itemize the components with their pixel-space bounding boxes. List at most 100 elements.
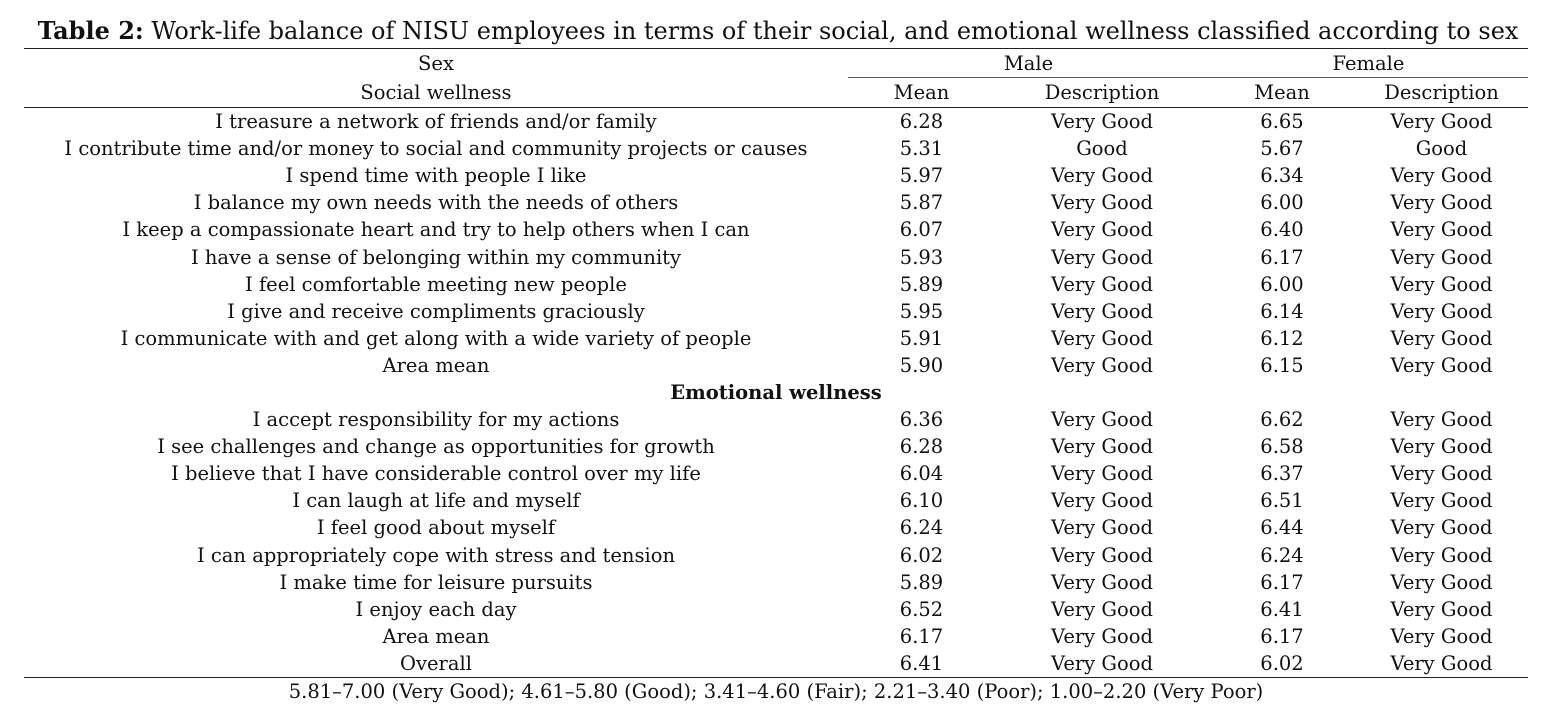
header-row-columns: Social wellness Mean Description Mean De… — [24, 77, 1528, 108]
cell-female-mean: 6.12 — [1260, 326, 1304, 350]
cell-item: I feel comfortable meeting new people — [245, 272, 627, 296]
cell-male-mean: 5.95 — [899, 299, 944, 323]
cell-female-mean: 6.15 — [1260, 353, 1304, 377]
cell-item: Overall — [24, 649, 848, 678]
cell-male-description: Very Good — [1051, 245, 1153, 269]
cell-item: I can laugh at life and myself — [292, 489, 580, 513]
table-row: I keep a compassionate heart and try to … — [24, 216, 1528, 243]
cell-female-mean: 6.65 — [1260, 110, 1304, 134]
cell-female-description: Very Good — [1390, 110, 1493, 134]
cell-female-description: Very Good — [1390, 326, 1493, 350]
table-row: I can appropriately cope with stress and… — [24, 542, 1528, 569]
cell-male-mean: 6.52 — [899, 597, 944, 621]
cell-male-mean: 5.89 — [899, 272, 944, 296]
cell-item: Area mean — [382, 353, 490, 377]
cell-female-description: Good — [1415, 137, 1468, 161]
header-male-mean: Mean — [848, 77, 995, 108]
cell-male-description: Good — [1076, 137, 1128, 161]
cell-male-mean: 6.07 — [899, 218, 944, 242]
table-row: I believe that I have considerable contr… — [24, 460, 1528, 487]
header-row-sex: Sex Male Female — [24, 48, 1528, 78]
cell-male-description: Very Good — [1051, 462, 1153, 486]
cell-item: I believe that I have considerable contr… — [171, 462, 701, 486]
table-row: I feel comfortable meeting new people 5.8… — [24, 271, 1528, 298]
cell-female-description: Very Good — [1390, 462, 1493, 486]
cell-female-mean: 6.62 — [1260, 408, 1304, 432]
cell-female-description: Very Good — [1390, 624, 1493, 648]
cell-male-mean: 5.93 — [899, 245, 944, 269]
table-row: Area mean 6.17 Very Good 6.17 Very Good — [24, 623, 1528, 650]
table-row: Overall 6.41 Very Good 6.02 Very Good — [24, 649, 1528, 678]
cell-female-description: Very Good — [1390, 597, 1493, 621]
cell-male-mean: 5.90 — [899, 353, 944, 377]
cell-male-mean: 6.36 — [899, 408, 944, 432]
cell-female-mean: 6.37 — [1260, 462, 1304, 486]
cell-item: I make time for leisure pursuits — [279, 570, 593, 594]
cell-item: I balance my own needs with the needs of… — [193, 191, 679, 215]
cell-female-mean: 6.00 — [1260, 191, 1304, 215]
header-sex: Sex — [24, 48, 848, 78]
table-row: I make time for leisure pursuits 5.89 Very… — [24, 569, 1528, 596]
header-social-wellness: Social wellness — [24, 77, 848, 108]
header-male: Male — [848, 48, 1209, 78]
emotional-section-body: Emotional wellness — [24, 379, 1528, 406]
cell-female-mean: 6.02 — [1209, 649, 1355, 678]
header-male-description: Description — [995, 77, 1209, 108]
table-row: I give and receive compliments graciousl… — [24, 298, 1528, 325]
cell-male-mean: 6.02 — [899, 543, 944, 567]
table-row: I have a sense of belonging within my co… — [24, 243, 1528, 270]
cell-item: I enjoy each day — [355, 597, 517, 621]
cell-female-mean: 5.67 — [1260, 137, 1304, 161]
cell-female-mean: 6.17 — [1260, 245, 1304, 269]
table-row: I can laugh at life and myself 6.10 Very G… — [24, 487, 1528, 514]
cell-male-mean: 6.28 — [899, 110, 944, 134]
cell-male-description: Very Good — [1051, 164, 1153, 188]
cell-male-description: Very Good — [1051, 353, 1153, 377]
cell-female-mean: 6.17 — [1260, 624, 1304, 648]
cell-female-description: Very Good — [1390, 543, 1493, 567]
cell-female-description: Very Good — [1390, 245, 1493, 269]
table-row: I feel good about myself 6.24 Very Good 6.4… — [24, 514, 1528, 541]
cell-item: I see challenges and change as opportuni… — [157, 435, 715, 459]
cell-female-description: Very Good — [1390, 218, 1493, 242]
cell-male-mean: 6.24 — [899, 516, 944, 540]
cell-male-mean: 5.89 — [899, 570, 944, 594]
cell-female-description: Very Good — [1390, 164, 1493, 188]
cell-male-description: Very Good — [1051, 408, 1153, 432]
header-female-description: Description — [1355, 77, 1528, 108]
cell-male-description: Very Good — [1051, 570, 1153, 594]
cell-item: I have a sense of belonging within my co… — [190, 245, 682, 269]
cell-item: I treasure a network of friends and/or f… — [215, 110, 657, 134]
cell-female-mean: 6.00 — [1260, 272, 1304, 296]
table-row: I communicate with and get along with a … — [24, 325, 1528, 352]
cell-female-mean: 6.41 — [1260, 597, 1304, 621]
cell-male-description: Very Good — [1051, 218, 1153, 242]
table-row: I treasure a network of friends and/or f… — [24, 108, 1528, 136]
cell-male-description: Very Good — [1051, 326, 1153, 350]
table-row: Area mean 5.90 Very Good 6.15 Very Good — [24, 352, 1528, 379]
cell-male-mean: 5.87 — [899, 191, 944, 215]
cell-male-description: Very Good — [995, 649, 1209, 678]
cell-male-description: Very Good — [1051, 624, 1153, 648]
cell-male-mean: 6.17 — [899, 624, 944, 648]
header-female-mean: Mean — [1209, 77, 1355, 108]
table-footnote: 5.81–7.00 (Very Good); 4.61–5.80 (Good);… — [288, 680, 1264, 703]
table-row: I contribute time and/or money to social… — [24, 135, 1528, 162]
cell-female-description: Very Good — [1390, 191, 1493, 215]
table-row: I enjoy each day 6.52 Very Good 6.41 Very Go… — [24, 596, 1528, 623]
cell-item: I spend time with people I like — [285, 164, 587, 188]
header-female: Female — [1209, 48, 1528, 78]
cell-female-mean: 6.51 — [1260, 489, 1304, 513]
cell-item: I give and receive compliments graciousl… — [227, 299, 645, 323]
cell-female-description: Very Good — [1390, 299, 1493, 323]
wellness-table: Sex Male Female Social wellness Mean Des… — [24, 48, 1528, 678]
emotional-wellness-body: I accept responsibility for my actions 6.… — [24, 406, 1528, 678]
cell-female-mean: 6.17 — [1260, 570, 1304, 594]
cell-item: I feel good about myself — [316, 516, 556, 540]
cell-male-mean: 5.97 — [899, 164, 944, 188]
table-caption-label: Table 2: — [37, 16, 144, 45]
cell-male-description: Very Good — [1051, 110, 1153, 134]
table-row: I balance my own needs with the needs of… — [24, 189, 1528, 216]
cell-male-description: Very Good — [1051, 516, 1153, 540]
cell-female-mean: 6.24 — [1260, 543, 1304, 567]
